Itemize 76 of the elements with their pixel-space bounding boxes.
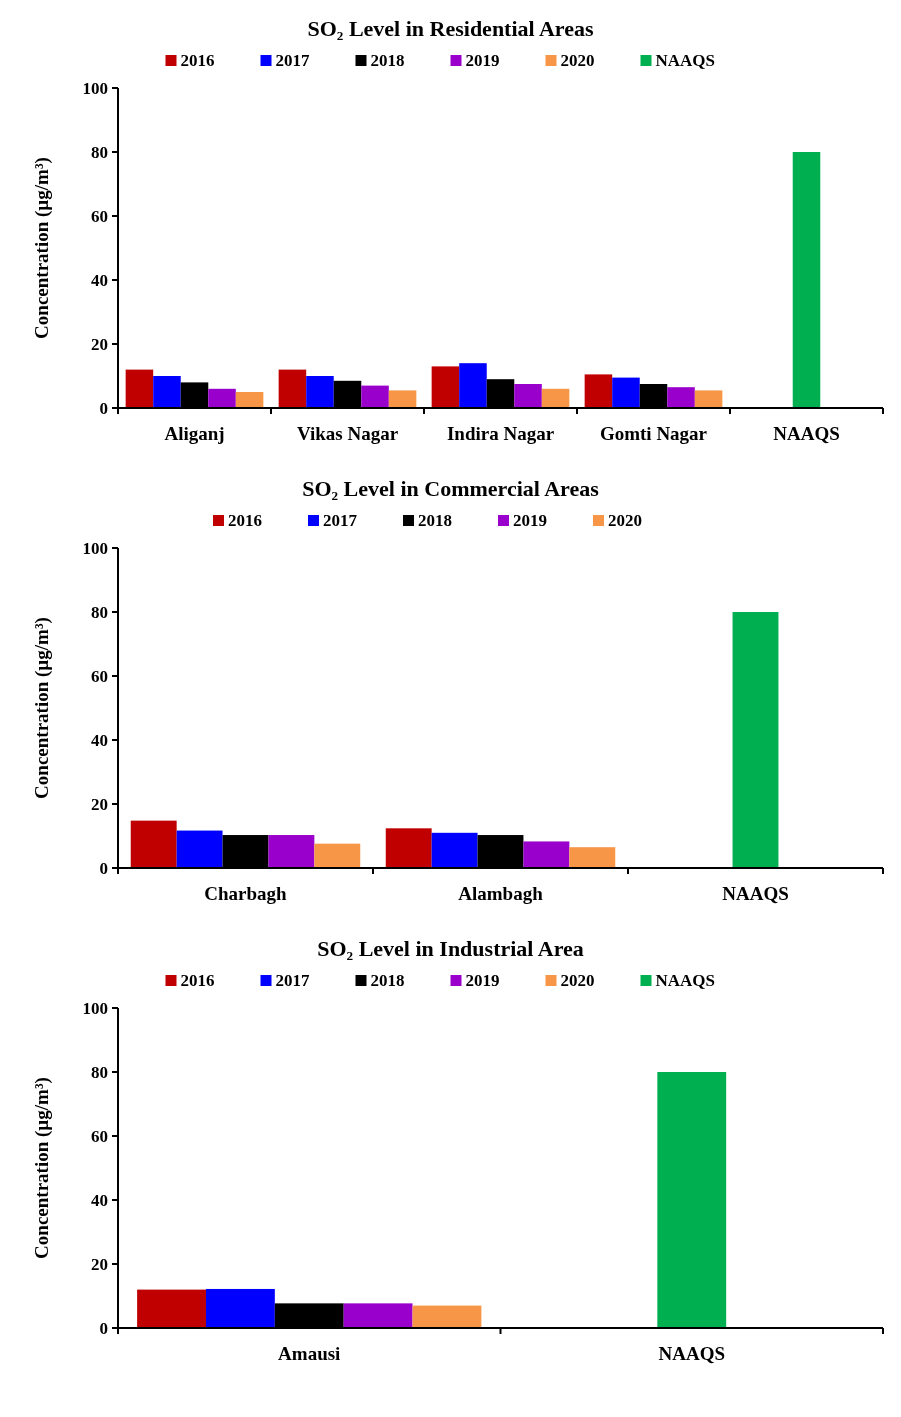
bar xyxy=(612,377,640,408)
y-tick-label: 60 xyxy=(91,666,108,686)
bar xyxy=(431,366,460,408)
y-tick-label: 80 xyxy=(91,602,108,622)
bar xyxy=(306,376,334,408)
bar xyxy=(584,374,613,408)
x-tick-label: Gomti Nagar xyxy=(599,423,708,444)
bar xyxy=(153,376,181,408)
bar xyxy=(268,835,315,868)
bar xyxy=(208,388,236,408)
y-tick-label: 20 xyxy=(91,1254,108,1274)
legend-label: 2017 xyxy=(323,511,358,530)
chart-title: SO₂ Level in Commercial Areas xyxy=(302,476,600,501)
legend-label: 2018 xyxy=(370,971,405,990)
y-tick-label: 80 xyxy=(91,142,108,162)
y-tick-label: 0 xyxy=(99,398,108,418)
legend-label: 2016 xyxy=(180,51,215,70)
bar xyxy=(125,369,154,408)
y-axis-title: Concentration (µg/m³) xyxy=(31,1077,53,1259)
x-tick-label: NAAQS xyxy=(773,423,840,444)
bar xyxy=(792,152,821,408)
y-tick-label: 100 xyxy=(82,998,108,1018)
y-tick-label: 100 xyxy=(82,78,108,98)
y-tick-label: 0 xyxy=(99,858,108,878)
legend-label: 2017 xyxy=(275,51,310,70)
legend-label: 2016 xyxy=(228,511,262,530)
y-axis-title: Concentration (µg/m³) xyxy=(31,617,53,799)
bar xyxy=(459,363,487,408)
legend-label: 2019 xyxy=(513,511,547,530)
bar xyxy=(514,384,542,408)
y-axis-title: Concentration (µg/m³) xyxy=(31,157,53,339)
legend-label: 2018 xyxy=(418,511,452,530)
y-tick-label: 40 xyxy=(91,730,108,750)
bar xyxy=(385,828,432,868)
legend-label: 2016 xyxy=(180,971,215,990)
x-tick-label: Alambagh xyxy=(458,883,544,904)
bar xyxy=(569,847,616,868)
bar xyxy=(694,390,723,408)
y-tick-label: 100 xyxy=(82,538,108,558)
bar xyxy=(667,387,695,408)
chart-title: SO₂ Level in Industrial Area xyxy=(317,936,584,961)
bar xyxy=(235,392,264,408)
y-tick-label: 20 xyxy=(91,334,108,354)
y-tick-label: 40 xyxy=(91,270,108,290)
bar xyxy=(732,612,779,868)
x-tick-label: NAAQS xyxy=(722,883,789,904)
bar xyxy=(314,843,361,868)
x-tick-label: Vikas Nagar xyxy=(296,423,399,444)
y-tick-label: 40 xyxy=(91,1190,108,1210)
x-tick-label: Aliganj xyxy=(164,423,225,444)
bar xyxy=(523,841,570,868)
bar xyxy=(541,388,570,408)
chart-title: SO₂ Level in Residential Areas xyxy=(307,16,594,41)
legend-label: 2019 xyxy=(465,51,500,70)
bar xyxy=(176,830,223,868)
x-tick-label: Amausi xyxy=(278,1343,341,1364)
y-tick-label: 0 xyxy=(99,1318,108,1338)
legend-label: 2020 xyxy=(560,51,595,70)
x-tick-label: Charbagh xyxy=(204,883,288,904)
bar xyxy=(278,369,307,408)
bar xyxy=(130,820,177,868)
bar xyxy=(361,385,389,408)
legend-label: NAAQS xyxy=(655,51,716,70)
y-tick-label: 20 xyxy=(91,794,108,814)
legend-label: 2020 xyxy=(560,971,595,990)
y-tick-label: 60 xyxy=(91,1126,108,1146)
legend-label: 2020 xyxy=(608,511,642,530)
x-tick-label: Indira Nagar xyxy=(446,423,555,444)
bar xyxy=(431,832,478,868)
legend-label: 2019 xyxy=(465,971,500,990)
y-tick-label: 60 xyxy=(91,206,108,226)
legend-label: NAAQS xyxy=(655,971,716,990)
bar xyxy=(388,390,417,408)
legend-label: 2018 xyxy=(370,51,405,70)
y-tick-label: 80 xyxy=(91,1062,108,1082)
legend-label: 2017 xyxy=(275,971,310,990)
